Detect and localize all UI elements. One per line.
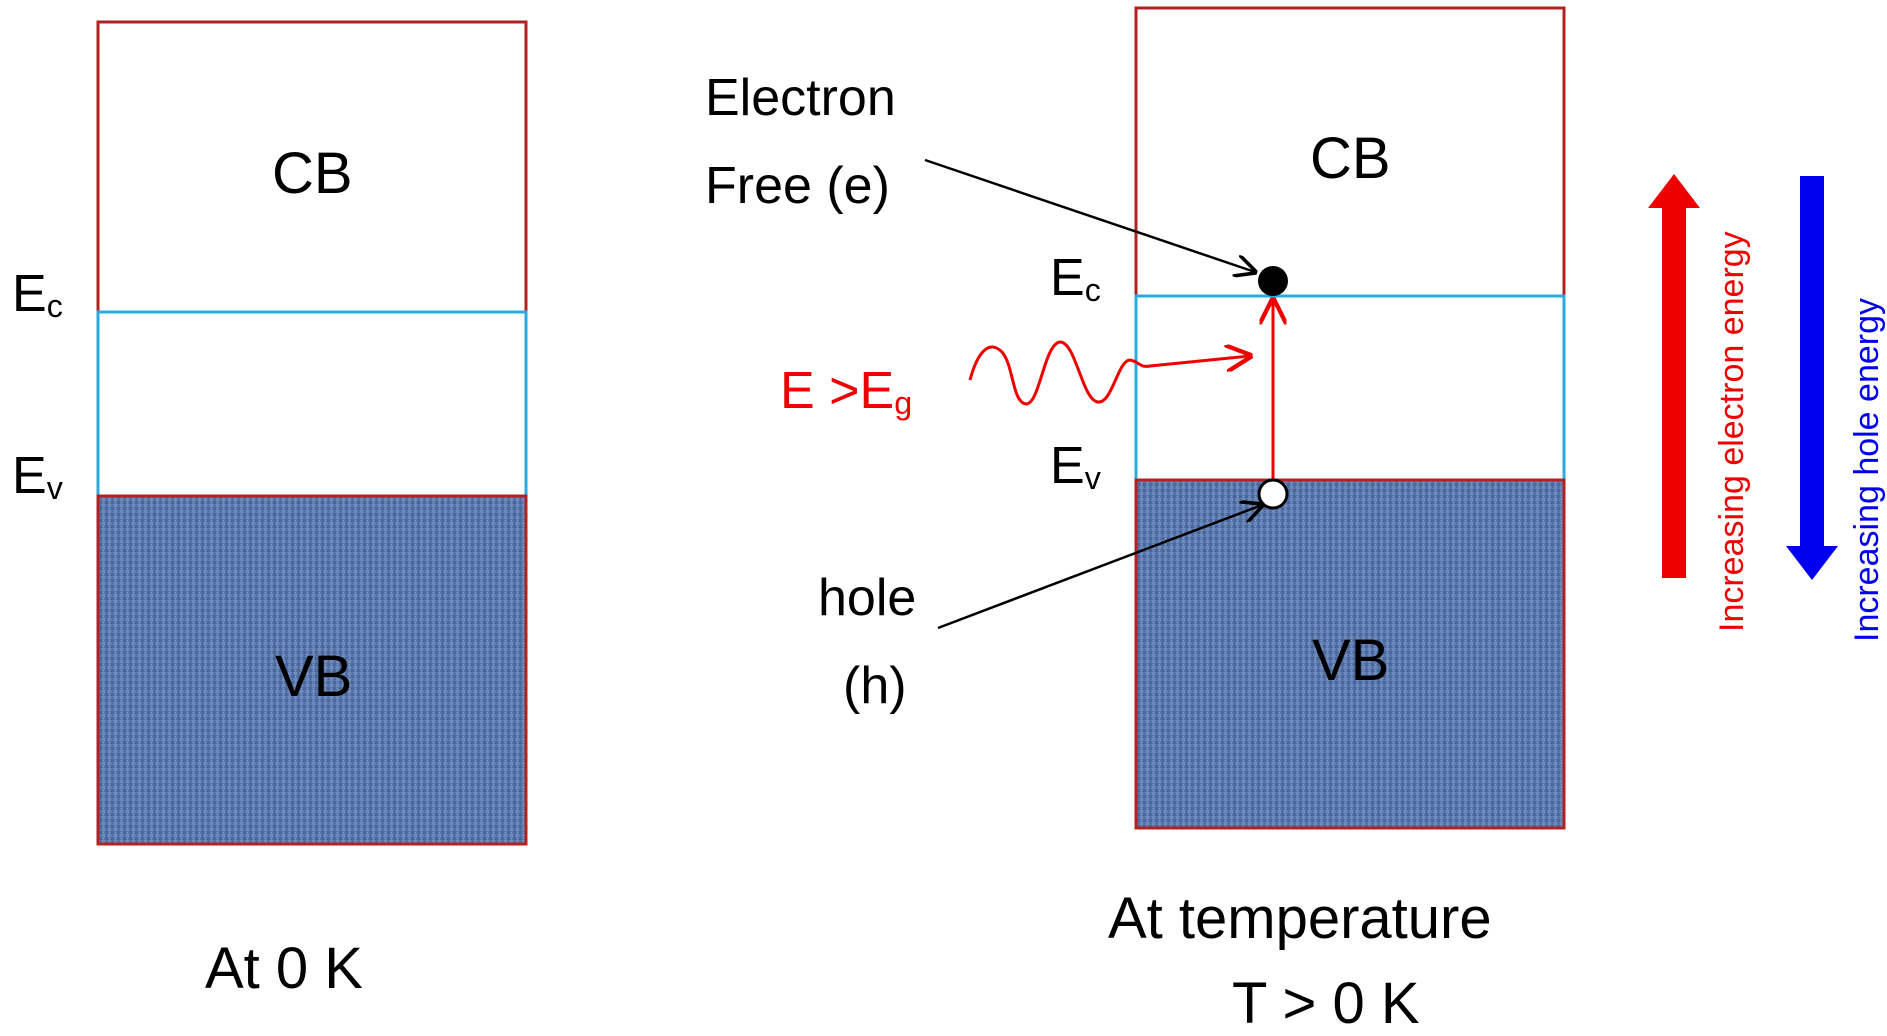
hole-label-line2: (h) <box>843 657 907 715</box>
right-band-gap <box>1134 294 1566 482</box>
hole-pointer-arrow <box>937 505 1262 630</box>
hole-circle <box>1257 478 1289 510</box>
electron-label-line1: Electron <box>705 69 896 127</box>
hole-energy-arrow <box>1786 176 1838 580</box>
left-ec-label: Ec <box>12 265 63 324</box>
photon-wave <box>968 340 1250 406</box>
right-ev-label: Ev <box>1050 437 1101 496</box>
electron-pointer-arrow <box>924 158 1255 272</box>
right-valence-band <box>1134 478 1566 830</box>
left-ev-label: Ev <box>12 447 63 506</box>
electron-energy-label: Increasing electron energy <box>1713 231 1751 632</box>
left-cb-label: CB <box>272 141 353 206</box>
right-caption-line2: T > 0 K <box>1232 971 1420 1036</box>
left-conduction-band <box>96 20 528 314</box>
free-electron-dot <box>1258 266 1288 296</box>
right-cb-label: CB <box>1310 126 1391 191</box>
left-band-gap <box>96 310 528 498</box>
right-vb-label: VB <box>1312 628 1390 693</box>
right-conduction-band <box>1134 6 1566 298</box>
photon-energy-label: E >Eg <box>780 362 913 421</box>
right-caption-line1: At temperature <box>1108 886 1492 951</box>
hole-label-line1: hole <box>818 569 917 627</box>
hole-energy-label: Increasing hole energy <box>1848 297 1886 642</box>
right-ec-label: Ec <box>1050 249 1101 308</box>
left-caption: At 0 K <box>205 936 363 1001</box>
left-valence-band <box>96 494 528 846</box>
electron-energy-arrow <box>1648 174 1700 578</box>
left-vb-label: VB <box>275 644 353 709</box>
electron-label-line2: Free (e) <box>705 157 890 215</box>
